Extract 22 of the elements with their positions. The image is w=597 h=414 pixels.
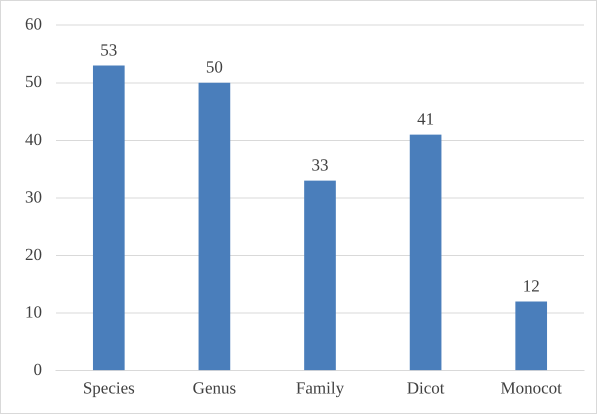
y-tick-label: 40 xyxy=(25,130,42,149)
x-tick-label: Species xyxy=(82,378,135,398)
y-tick-label: 50 xyxy=(25,72,42,92)
x-tick-label: Genus xyxy=(192,378,236,398)
data-label: 12 xyxy=(522,276,540,296)
data-label: 41 xyxy=(417,110,434,129)
x-tick-label: Family xyxy=(296,378,345,398)
x-tick-label: Monocot xyxy=(500,378,562,398)
data-label: 50 xyxy=(206,58,223,77)
y-tick-label: 60 xyxy=(25,14,42,34)
y-tick-label: 10 xyxy=(25,302,42,322)
bar xyxy=(410,134,442,370)
y-tick-label: 30 xyxy=(25,187,42,206)
data-label: 53 xyxy=(100,40,118,60)
bar xyxy=(304,180,336,370)
bar xyxy=(515,302,548,370)
bar xyxy=(92,65,125,370)
y-tick-label: 0 xyxy=(34,360,42,380)
bar xyxy=(198,82,230,370)
x-tick-label: Dicot xyxy=(406,378,445,398)
data-label: 33 xyxy=(312,156,328,175)
y-tick-label: 20 xyxy=(25,244,42,264)
